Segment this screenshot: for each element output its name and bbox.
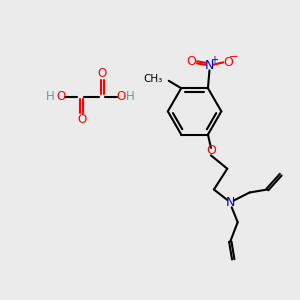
Text: O: O [206, 144, 216, 158]
Text: H: H [125, 90, 134, 103]
Text: N: N [226, 196, 235, 209]
Text: +: + [210, 55, 218, 65]
Text: O: O [57, 90, 66, 103]
Text: N: N [205, 59, 214, 72]
Text: O: O [98, 67, 107, 80]
Text: H: H [46, 90, 55, 103]
Text: O: O [223, 56, 233, 69]
Text: O: O [186, 55, 196, 68]
Text: −: − [229, 52, 239, 62]
Text: O: O [77, 113, 86, 126]
Text: O: O [116, 90, 125, 103]
Text: CH₃: CH₃ [143, 74, 163, 84]
